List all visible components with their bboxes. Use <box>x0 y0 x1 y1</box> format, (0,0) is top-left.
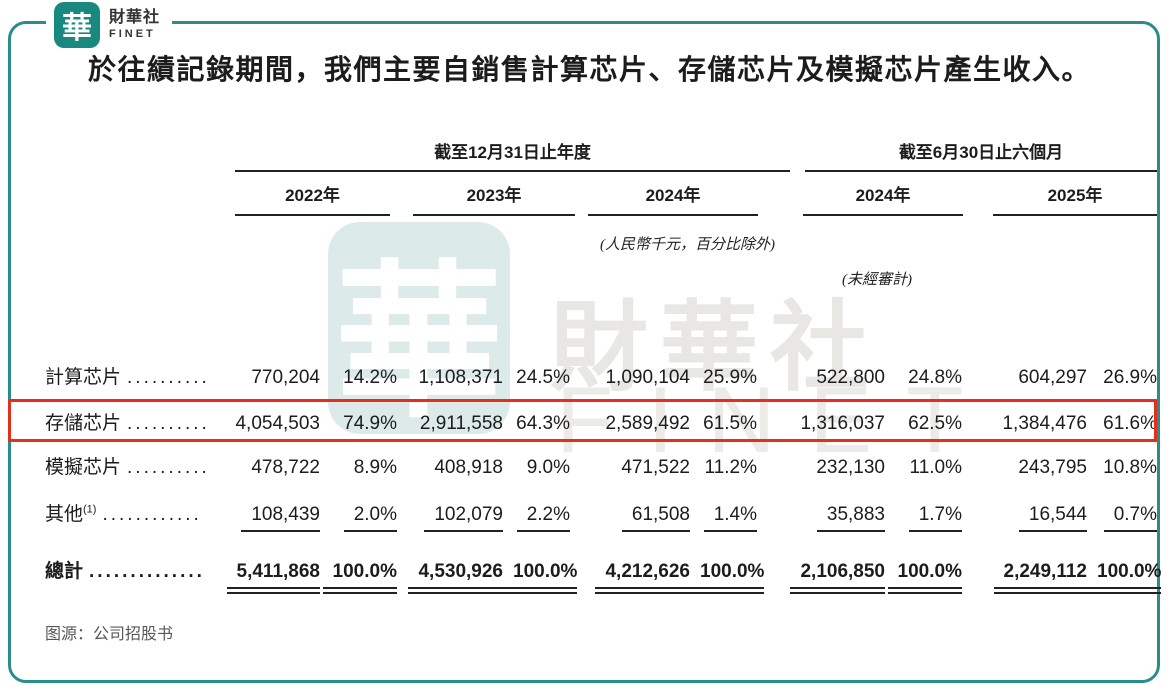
row-label: 其他(1)............ <box>45 503 202 525</box>
brand-name: 財華社 FINET <box>109 9 160 40</box>
note-currency-unit: (人民幣千元，百分比除外) <box>600 237 775 253</box>
year-header-2022: 2022年 <box>235 181 390 216</box>
table-cell: 770,204 <box>251 367 320 388</box>
table-cell: 74.9% <box>343 413 397 434</box>
table-cell: 10.8% <box>1103 457 1157 478</box>
table-cell: 1,384,476 <box>1002 413 1087 434</box>
table-row-computing-chips: 計算芯片.......... 770,204 14.2% 1,108,371 2… <box>45 362 1157 389</box>
intro-sentence: 於往績記錄期間，我們主要自銷售計算芯片、存儲芯片及模擬芯片產生收入。 <box>88 55 1092 86</box>
table-cell: 11.0% <box>909 457 962 478</box>
table-cell: 478,722 <box>251 457 320 478</box>
table-cell: 25.9% <box>703 367 757 388</box>
table-cell: 14.2% <box>343 367 397 388</box>
leader-dots: .......... <box>127 413 210 434</box>
table-cell: 4,054,503 <box>235 413 320 434</box>
table-cell: 2,106,850 <box>757 561 885 594</box>
note-unaudited: (未經審計) <box>842 272 912 288</box>
footnote-marker: (1) <box>83 503 97 516</box>
brand-name-en: FINET <box>109 27 156 40</box>
year-header-2025-interim: 2025年 <box>993 181 1157 216</box>
finet-seal-icon: 華 <box>54 2 100 48</box>
table-cell: 102,079 <box>397 504 503 532</box>
table-cell: 100.0% <box>1087 561 1162 594</box>
row-label: 存儲芯片.......... <box>45 413 210 434</box>
table-cell: 5,411,868 <box>195 561 320 594</box>
table-row-total: 總計.............. 5,411,868 100.0% 4,530,… <box>45 556 1162 594</box>
table-cell: 26.9% <box>1103 367 1157 388</box>
table-cell: 24.8% <box>908 367 962 388</box>
table-cell: 100.0% <box>503 561 578 594</box>
column-group-annual: 截至12月31日止年度 <box>235 138 790 172</box>
table-cell: 0.7% <box>1087 504 1157 532</box>
table-cell: 100.0% <box>320 561 397 594</box>
table-cell: 61,508 <box>570 504 690 532</box>
table-cell: 1.4% <box>690 504 757 532</box>
table-cell: 1,108,371 <box>418 367 503 388</box>
image-source-caption: 图源：公司招股书 <box>45 626 174 643</box>
table-cell: 11.2% <box>704 457 757 478</box>
year-header-2024-interim: 2024年 <box>803 181 963 216</box>
table-cell: 24.5% <box>516 367 570 388</box>
table-cell: 9.0% <box>526 457 570 478</box>
year-header-2024: 2024年 <box>588 181 758 216</box>
row-label: 模擬芯片.......... <box>45 457 210 478</box>
table-cell: 16,544 <box>962 504 1087 532</box>
table-cell: 408,918 <box>434 457 503 478</box>
leader-dots: .......... <box>127 457 210 478</box>
table-cell: 4,212,626 <box>570 561 690 594</box>
table-cell: 64.3% <box>516 413 570 434</box>
table-cell: 1,090,104 <box>605 367 690 388</box>
leader-dots: .............. <box>89 561 205 582</box>
table-cell: 35,883 <box>757 504 885 532</box>
column-group-interim: 截至6月30日止六個月 <box>805 138 1157 172</box>
table-row-storage-chips: 存儲芯片.......... 4,054,503 74.9% 2,911,558… <box>45 408 1157 435</box>
table-cell: 232,130 <box>816 457 885 478</box>
table-cell: 100.0% <box>885 561 962 594</box>
year-header-2023: 2023年 <box>413 181 575 216</box>
watermark-text-en: FINET <box>556 367 998 472</box>
highlight-box-storage-row <box>8 399 1157 442</box>
table-cell: 243,795 <box>1018 457 1087 478</box>
table-cell: 2.0% <box>320 504 397 532</box>
teal-frame-border <box>8 21 1160 683</box>
table-cell: 522,800 <box>816 367 885 388</box>
table-cell: 471,522 <box>621 457 690 478</box>
table-cell: 604,297 <box>1018 367 1087 388</box>
brand-name-cn: 財華社 <box>109 9 161 27</box>
table-cell: 2,589,492 <box>605 413 690 434</box>
table-cell: 2,249,112 <box>962 561 1087 594</box>
table-cell: 2.2% <box>503 504 570 532</box>
finet-logo: 華 財華社 FINET <box>46 0 173 50</box>
watermark-seal-logo: 華 <box>328 222 510 438</box>
row-label: 計算芯片.......... <box>45 367 210 388</box>
table-cell: 61.5% <box>703 413 757 434</box>
watermark-text-cn: 財華社 <box>550 292 881 402</box>
leader-dots: .......... <box>127 367 210 388</box>
leader-dots: ............ <box>102 504 202 525</box>
table-cell: 2,911,558 <box>419 413 503 434</box>
table-cell: 1,316,037 <box>800 413 885 434</box>
table-cell: 61.6% <box>1103 413 1157 434</box>
table-row-others: 其他(1)............ 108,439 2.0% 102,079 2… <box>45 499 1157 532</box>
table-row-analog-chips: 模擬芯片.......... 478,722 8.9% 408,918 9.0%… <box>45 452 1157 479</box>
table-cell: 4,530,926 <box>397 561 503 594</box>
table-cell: 62.5% <box>908 413 962 434</box>
table-cell: 8.9% <box>353 457 397 478</box>
table-cell: 1.7% <box>885 504 962 532</box>
row-label: 總計.............. <box>45 561 205 582</box>
table-cell: 108,439 <box>195 504 320 532</box>
table-cell: 100.0% <box>690 561 765 594</box>
